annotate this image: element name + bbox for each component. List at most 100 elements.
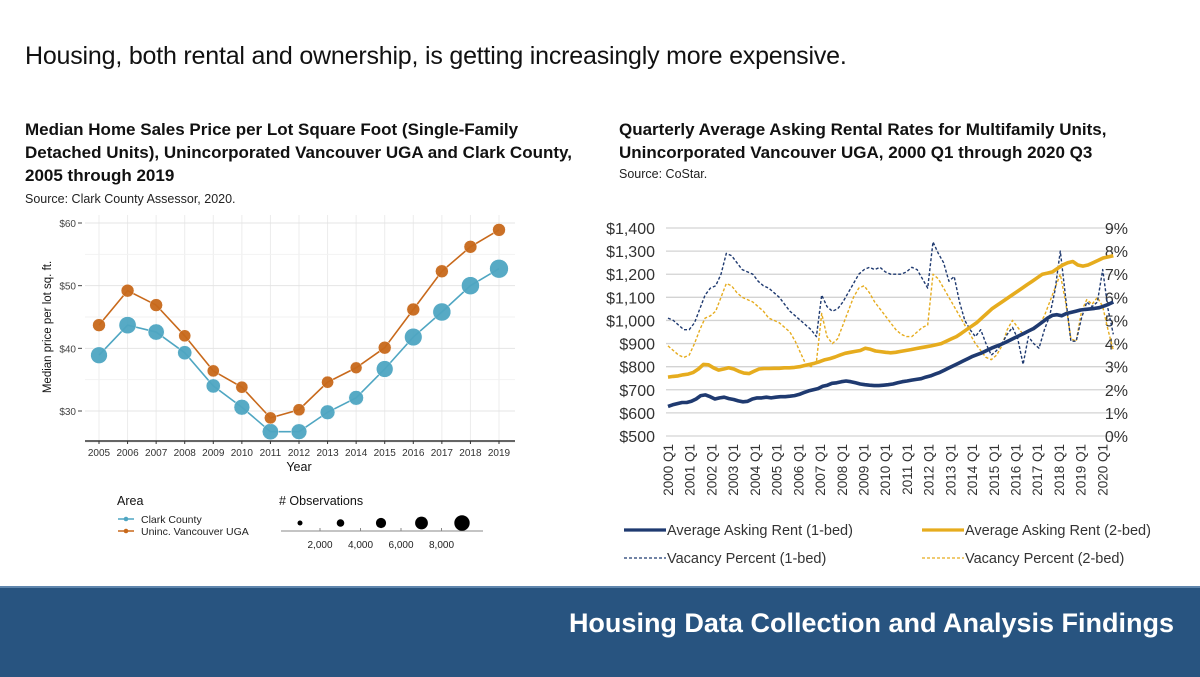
y2-tick-label: 9%: [1105, 221, 1128, 238]
y2-tick-label: 2%: [1105, 383, 1128, 400]
data-point: [235, 380, 249, 394]
data-point: [178, 329, 192, 343]
legend-area-title: Area: [117, 494, 143, 508]
x-tick-label: 2019 Q1: [1074, 444, 1089, 496]
y-tick-label: $600: [619, 406, 655, 423]
data-point: [319, 404, 336, 420]
legend-size-tick-label: 4,000: [348, 540, 373, 551]
x-tick-label: 2007: [145, 448, 168, 459]
x-tick-label: 2011 Q1: [900, 444, 915, 495]
y-tick-label: $800: [619, 360, 655, 377]
vacancy-1bed-line: [667, 241, 1114, 366]
y-tick-label: $1,000: [606, 313, 655, 330]
y-tick-label: $50: [59, 282, 76, 293]
y-tick-label: $1,300: [606, 244, 655, 261]
x-tick-label: 2014: [345, 448, 368, 459]
data-point: [492, 223, 506, 237]
x-tick-label: 2008 Q1: [835, 444, 850, 496]
legend-point-swatch: [123, 528, 129, 534]
y-axis-label: Median price per lot sq. ft.: [42, 261, 54, 393]
data-point: [406, 302, 421, 317]
x-tick-label: 2004 Q1: [748, 444, 763, 496]
footer-banner: Housing Data Collection and Analysis Fin…: [0, 586, 1200, 677]
data-point: [489, 259, 509, 279]
data-point: [348, 390, 364, 406]
x-tick-label: 2018 Q1: [1052, 444, 1067, 496]
y2-tick-label: 4%: [1105, 337, 1128, 354]
x-tick-label: 2014 Q1: [965, 444, 980, 496]
x-tick-label: 2019: [488, 448, 511, 459]
y-tick-label: $900: [619, 337, 655, 354]
legend-item-label: Average Asking Rent (2-bed): [965, 523, 1151, 539]
x-tick-label: 2009: [202, 448, 225, 459]
x-tick-label: 2005 Q1: [770, 444, 785, 496]
legend-size-circle: [375, 517, 387, 529]
data-point: [377, 340, 392, 355]
y2-tick-label: 3%: [1105, 360, 1128, 377]
series-vancouver-uga: [92, 223, 506, 425]
y-tick-label: $500: [619, 429, 655, 446]
x-tick-label: 2008: [174, 448, 197, 459]
x-tick-label: 2013 Q1: [943, 444, 958, 496]
right-legend: Average Asking Rent (1-bed) Average Askin…: [624, 523, 1151, 567]
x-tick-label: 2015: [374, 448, 397, 459]
legend-size-tick-label: 8,000: [429, 540, 454, 551]
data-point: [205, 378, 221, 394]
home-price-chart: $30 $40 $50 $60 Median price per lot sq. ft.…: [42, 215, 515, 551]
data-point: [435, 264, 449, 278]
x-tick-label: 2007 Q1: [813, 444, 828, 496]
legend-item-label: Clark County: [141, 514, 202, 526]
legend-item-label: Vacancy Percent (1-bed): [667, 551, 826, 567]
legend-size-circle: [336, 519, 345, 527]
x-tick-label: 2006 Q1: [791, 444, 806, 496]
data-point: [461, 276, 480, 295]
x-tick-label: 2012: [288, 448, 311, 459]
data-point: [120, 283, 135, 298]
legend-size-tick-label: 6,000: [388, 540, 413, 551]
data-point: [349, 361, 363, 374]
legend-item-label: Average Asking Rent (1-bed): [667, 523, 853, 539]
rental-rate-chart: $1,400 9%$1,300 8%$1,200 7%$1,100 6%$1,000 5%…: [606, 221, 1151, 567]
y-tick-label: $700: [619, 383, 655, 400]
x-tick-label: 2016 Q1: [1009, 444, 1024, 496]
x-tick-label: 2012 Q1: [922, 444, 937, 496]
left-chart-title: Median Home Sales Price per Lot Square F…: [25, 120, 572, 185]
data-point: [90, 346, 108, 364]
x-tick-label: 2002 Q1: [704, 444, 719, 496]
y-tick-label: $1,400: [606, 221, 655, 238]
slide-headline: Housing, both rental and ownership, is g…: [25, 42, 847, 70]
rent-1bed-line: [667, 300, 1115, 409]
data-point: [404, 327, 423, 347]
x-tick-label: 2006: [116, 448, 139, 459]
rent-2bed-line: [667, 253, 1114, 379]
x-tick-label: 2017: [431, 448, 454, 459]
x-tick-label: 2013: [316, 448, 339, 459]
y-tick-label: $30: [59, 407, 76, 418]
y-tick-label: $1,200: [606, 267, 655, 284]
legend-size-circle: [415, 516, 428, 530]
x-tick-label: 2005: [88, 448, 111, 459]
y2-tick-label: 7%: [1105, 267, 1128, 284]
x-tick-label: 2017 Q1: [1030, 444, 1045, 496]
y-tick-label: $1,100: [606, 290, 655, 307]
legend-point-swatch: [123, 516, 129, 522]
x-tick-label: 2009 Q1: [856, 444, 871, 496]
x-tick-label: 2003 Q1: [726, 444, 741, 496]
x-tick-label: 2018: [459, 448, 482, 459]
data-point: [264, 411, 277, 425]
data-point: [262, 423, 279, 441]
left-grid: [85, 215, 515, 443]
data-point: [206, 364, 220, 378]
x-axis-label: Year: [286, 460, 311, 474]
y-tick-label: $40: [59, 344, 76, 355]
x-tick-label: 2000 Q1: [661, 444, 676, 496]
x-tick-label: 2001 Q1: [683, 444, 698, 496]
legend-size-circle: [454, 515, 470, 531]
data-point: [149, 298, 163, 312]
data-point: [92, 318, 106, 332]
data-point: [147, 323, 165, 341]
data-point: [292, 403, 306, 417]
y2-tick-label: 5%: [1105, 313, 1128, 330]
x-tick-label: 2010: [231, 448, 254, 459]
